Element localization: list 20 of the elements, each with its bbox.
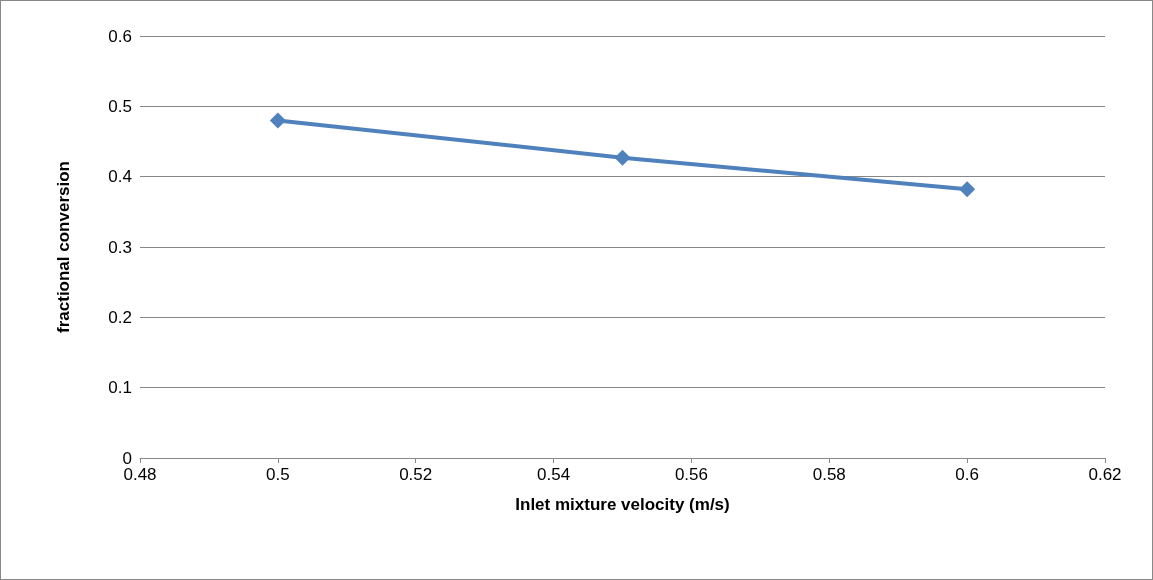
y-tick-label: 0.5 [108, 96, 132, 116]
x-tick-label: 0.58 [812, 465, 846, 484]
x-tick-label: 0.52 [399, 465, 433, 484]
x-tick-label: 0.56 [674, 465, 708, 484]
y-tick-label: 0.3 [108, 237, 132, 257]
point [269, 112, 286, 129]
x-tick-label: 0.5 [266, 465, 290, 484]
y-tick-label: 0 [122, 448, 132, 468]
y-tick-label: 0.1 [108, 378, 132, 398]
x-tick-label: 0.48 [123, 465, 157, 484]
x-tick-label: 0.62 [1088, 465, 1122, 484]
y-tick-label: 0.4 [108, 167, 132, 187]
point [959, 181, 976, 198]
y-tick-label: 0.2 [108, 307, 132, 327]
x-tick-label: 0.6 [955, 465, 979, 484]
x-tick-label: 0.54 [537, 465, 571, 484]
y-tick-label: 0.6 [108, 26, 132, 46]
point [614, 149, 631, 166]
x-axis-title: Inlet mixture velocity (m/s) [515, 495, 730, 514]
y-axis-title: fractional conversion [54, 161, 73, 333]
